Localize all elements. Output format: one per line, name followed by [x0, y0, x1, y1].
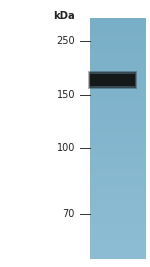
Text: 70: 70	[63, 209, 75, 219]
Bar	[88, 71, 137, 89]
Text: 100: 100	[57, 143, 75, 153]
Bar	[90, 74, 135, 86]
Text: 150: 150	[57, 90, 75, 100]
Text: 250: 250	[56, 36, 75, 46]
Bar	[89, 72, 136, 88]
Text: kDa: kDa	[53, 11, 75, 21]
